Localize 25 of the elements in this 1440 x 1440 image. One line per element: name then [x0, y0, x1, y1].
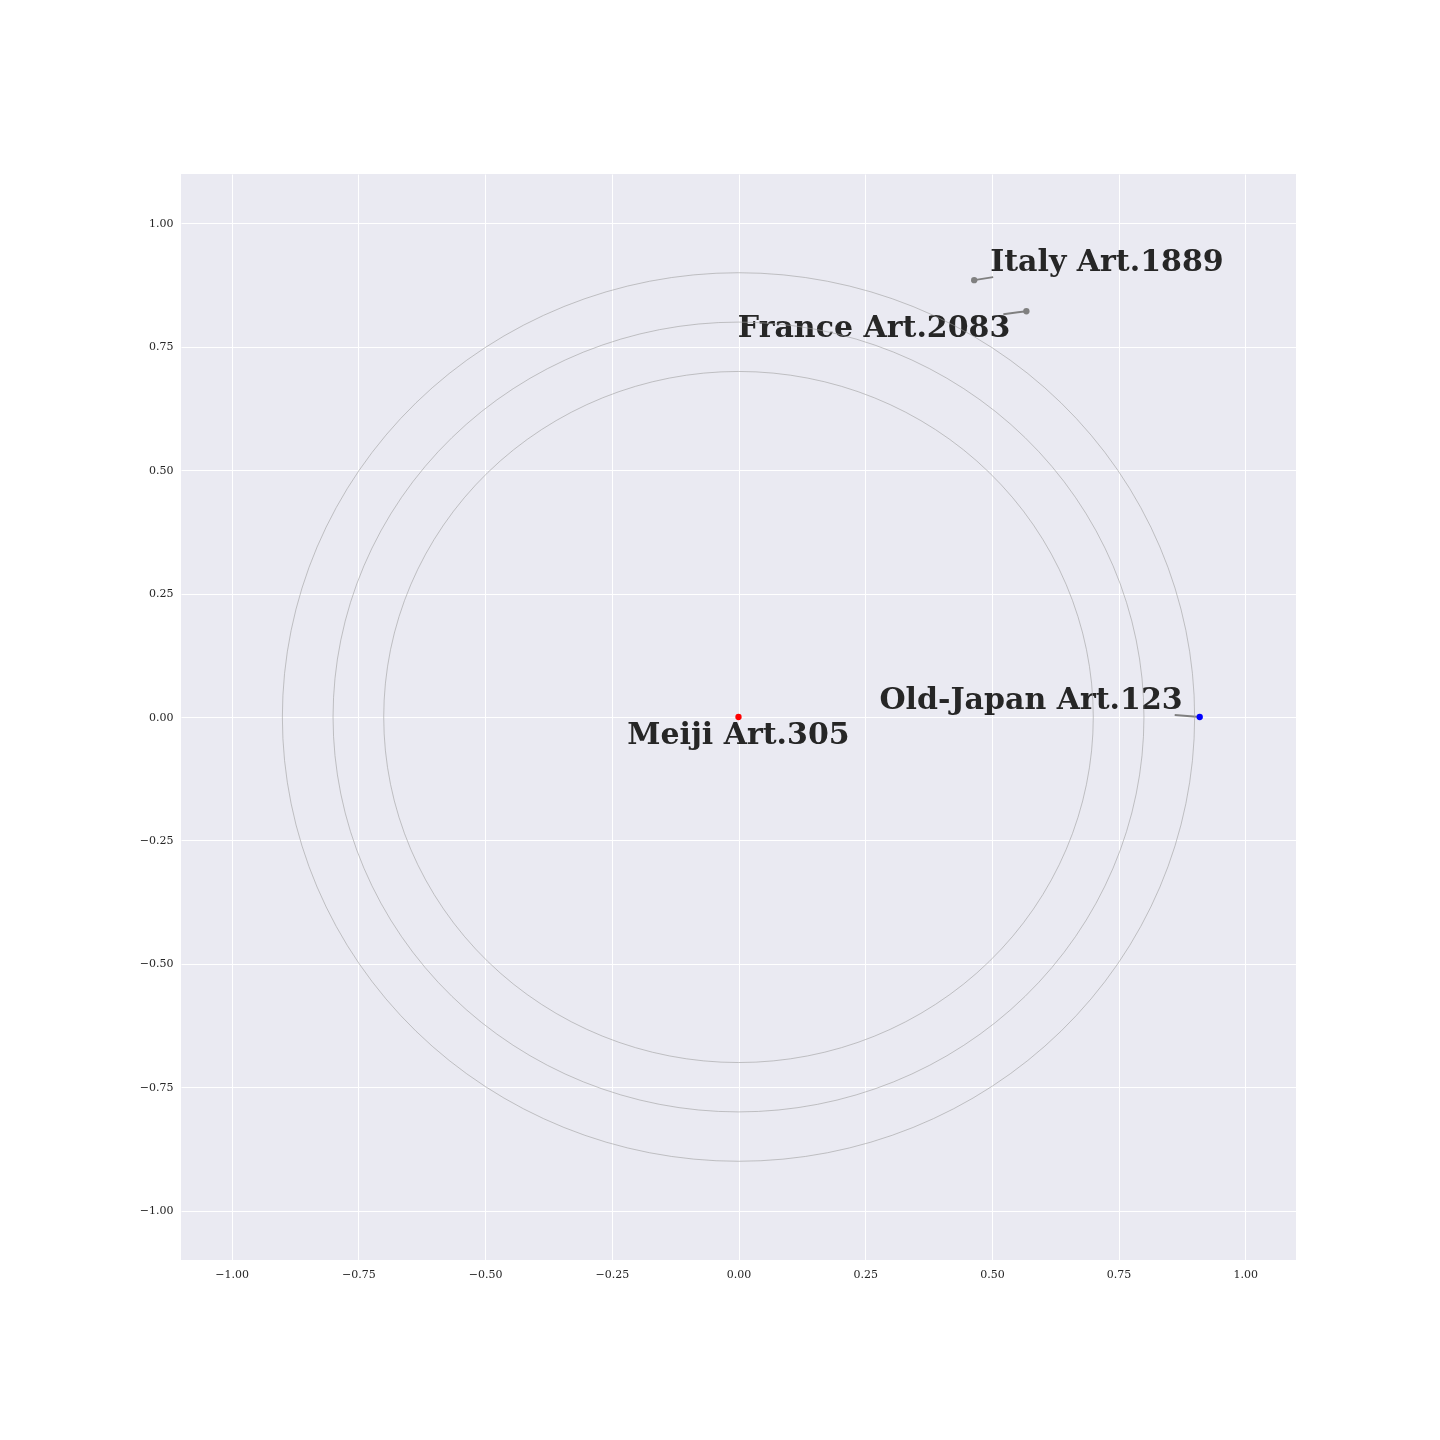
annotation: Meiji Art.305	[627, 716, 850, 751]
y-tick-label: −0.25	[139, 833, 174, 847]
x-tick-label: 0.50	[980, 1267, 1005, 1281]
x-tick-label: 0.00	[726, 1267, 752, 1281]
annotation: Italy Art.1889	[990, 243, 1224, 279]
x-tick-label: −0.25	[595, 1267, 630, 1281]
x-tick-label: −1.00	[215, 1267, 250, 1281]
point	[1196, 713, 1203, 721]
x-tick-label: −0.50	[468, 1267, 503, 1281]
annotation: Old-Japan Art.123	[879, 681, 1183, 716]
y-tick-label: −0.50	[139, 957, 174, 971]
y-tick-label: −0.75	[139, 1080, 174, 1094]
y-tick-label: 0.75	[149, 340, 174, 354]
y-tick-label: 0.00	[149, 710, 174, 724]
x-tick-label: 0.75	[1106, 1267, 1132, 1281]
x-tick-label: 0.25	[853, 1267, 878, 1281]
y-tick-label: 0.50	[149, 463, 174, 477]
x-tick-label: −0.75	[342, 1267, 376, 1281]
x-tick-label: 1.00	[1233, 1267, 1259, 1281]
point	[1023, 308, 1030, 315]
y-tick-label: −1.00	[139, 1204, 174, 1218]
y-tick-label: 1.00	[149, 216, 174, 230]
point	[971, 276, 978, 284]
y-tick-label: 0.25	[149, 587, 174, 601]
annotation: France Art.2083	[737, 309, 1011, 345]
